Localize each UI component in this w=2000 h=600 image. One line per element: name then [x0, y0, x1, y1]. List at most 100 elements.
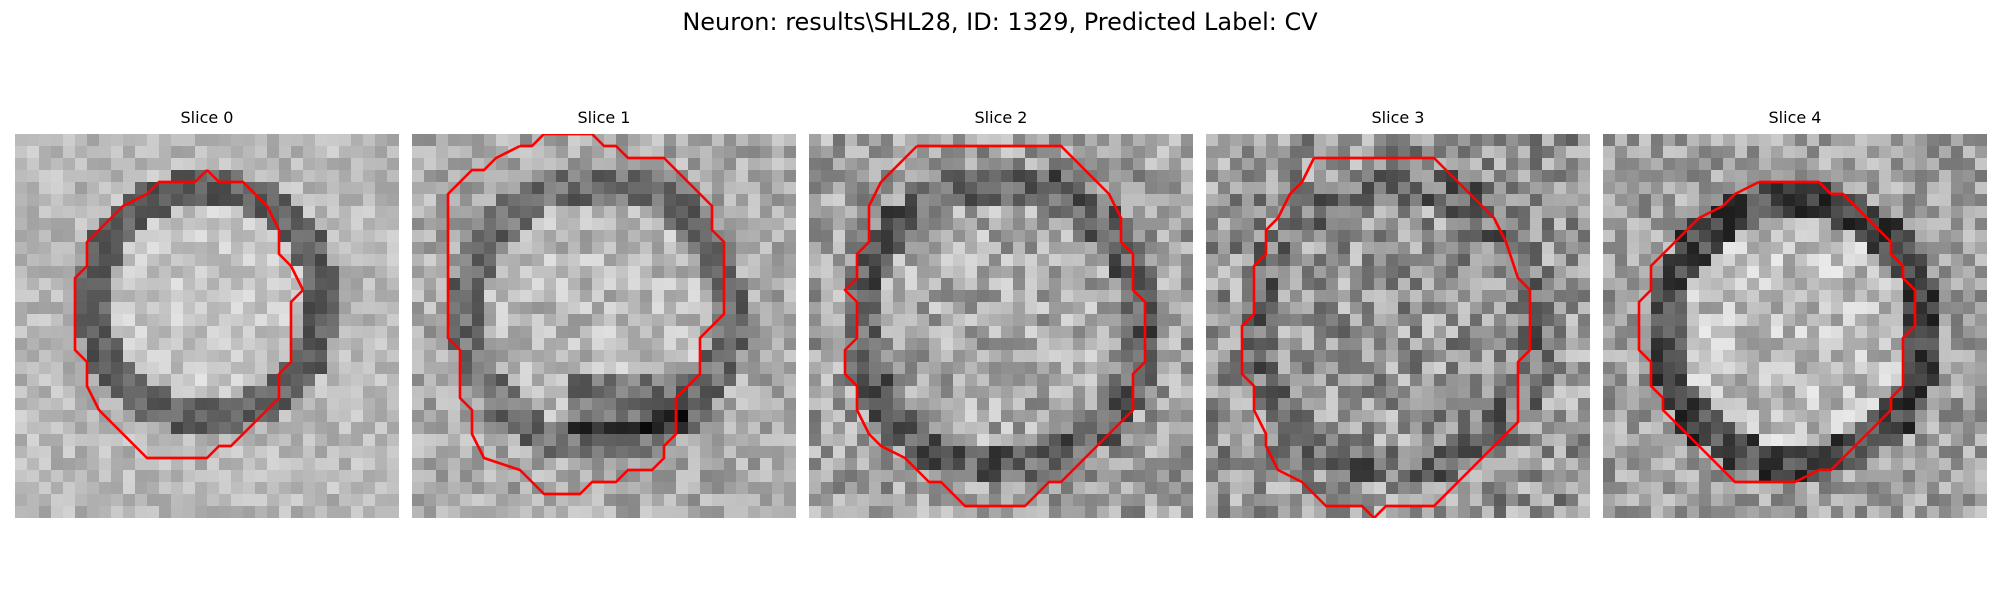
pixel — [1254, 170, 1267, 183]
pixel — [75, 254, 88, 267]
pixel — [1482, 458, 1495, 471]
pixel — [881, 290, 894, 303]
pixel — [135, 182, 148, 195]
pixel — [99, 182, 112, 195]
pixel — [387, 434, 399, 447]
pixel — [1807, 410, 1820, 423]
pixel — [1530, 302, 1543, 315]
pixel — [375, 422, 388, 435]
pixel — [207, 266, 220, 279]
pixel — [1446, 386, 1459, 399]
pixel — [1542, 146, 1555, 159]
pixel — [363, 386, 376, 399]
pixel — [941, 302, 954, 315]
pixel — [1338, 134, 1351, 147]
pixel — [1206, 422, 1219, 435]
pixel — [1542, 302, 1555, 315]
pixel — [977, 386, 990, 399]
pixel — [1290, 206, 1303, 219]
pixel — [1169, 458, 1182, 471]
pixel — [1663, 266, 1676, 279]
pixel — [1542, 470, 1555, 483]
pixel — [1374, 134, 1387, 147]
pixel — [219, 494, 232, 507]
pixel — [448, 230, 461, 243]
pixel — [676, 134, 689, 147]
pixel — [1867, 398, 1880, 411]
pixel — [1903, 206, 1916, 219]
pixel — [1783, 182, 1796, 195]
pixel — [1663, 446, 1676, 459]
pixel — [1530, 254, 1543, 267]
pixel — [123, 482, 136, 495]
pixel — [784, 314, 796, 327]
pixel — [1121, 362, 1134, 375]
pixel — [1915, 326, 1928, 339]
pixel — [375, 182, 388, 195]
pixel — [291, 302, 304, 315]
pixel — [1494, 290, 1507, 303]
pixel — [1627, 398, 1640, 411]
pixel — [1927, 158, 1940, 171]
pixel — [1915, 242, 1928, 255]
pixel — [231, 290, 244, 303]
pixel — [989, 326, 1002, 339]
pixel — [327, 458, 340, 471]
pixel — [676, 242, 689, 255]
pixel — [917, 242, 930, 255]
pixel — [291, 182, 304, 195]
pixel — [1795, 350, 1808, 363]
pixel — [736, 362, 749, 375]
pixel — [544, 374, 557, 387]
pixel — [327, 422, 340, 435]
pixel — [1218, 338, 1231, 351]
pixel — [315, 302, 328, 315]
pixel — [327, 446, 340, 459]
pixel — [1855, 290, 1868, 303]
pixel — [1603, 434, 1616, 447]
pixel — [640, 254, 653, 267]
pixel — [195, 134, 208, 147]
pixel — [327, 326, 340, 339]
pixel — [1434, 314, 1447, 327]
pixel — [1422, 242, 1435, 255]
pixel — [652, 278, 665, 291]
pixel — [760, 338, 773, 351]
pixel — [1230, 254, 1243, 267]
pixel — [508, 446, 521, 459]
pixel — [604, 134, 617, 147]
pixel — [929, 458, 942, 471]
pixel — [387, 194, 399, 207]
pixel — [1338, 290, 1351, 303]
pixel — [291, 470, 304, 483]
pixel — [1266, 158, 1279, 171]
pixel — [1242, 134, 1255, 147]
pixel — [1867, 410, 1880, 423]
pixel — [1915, 254, 1928, 267]
pixel — [339, 314, 352, 327]
pixel — [1037, 134, 1050, 147]
pixel — [1013, 158, 1026, 171]
pixel — [496, 398, 509, 411]
pixel — [436, 194, 449, 207]
pixel — [520, 230, 533, 243]
pixel — [929, 326, 942, 339]
pixel — [881, 266, 894, 279]
pixel — [279, 206, 292, 219]
pixel — [1879, 386, 1892, 399]
pixel — [772, 338, 785, 351]
pixel — [772, 242, 785, 255]
pixel — [375, 266, 388, 279]
pixel — [508, 410, 521, 423]
pixel — [1566, 134, 1579, 147]
pixel — [1482, 398, 1495, 411]
pixel — [965, 242, 978, 255]
pixel — [556, 482, 569, 495]
pixel — [436, 278, 449, 291]
pixel — [1603, 458, 1616, 471]
pixel — [147, 278, 160, 291]
pixel — [1073, 494, 1086, 507]
pixel — [1446, 266, 1459, 279]
pixel — [1218, 458, 1231, 471]
pixel — [652, 398, 665, 411]
